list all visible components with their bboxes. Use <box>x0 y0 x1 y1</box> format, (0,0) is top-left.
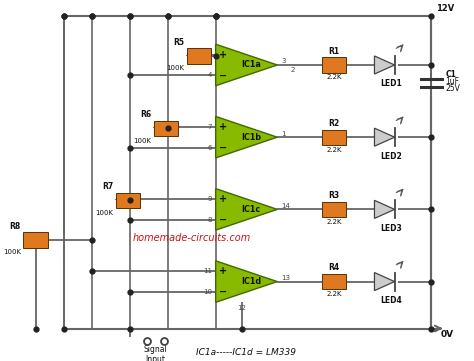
Text: 100K: 100K <box>133 138 151 144</box>
Text: 14: 14 <box>281 203 290 209</box>
Text: IC1b: IC1b <box>241 133 261 142</box>
Bar <box>322 274 346 289</box>
Text: 2.2K: 2.2K <box>327 219 342 225</box>
Bar <box>187 48 211 64</box>
Text: −: − <box>219 143 228 153</box>
Text: +: + <box>219 49 228 60</box>
Text: −: − <box>219 287 228 297</box>
Text: R7: R7 <box>102 182 113 191</box>
Text: 8: 8 <box>208 217 212 223</box>
Text: 0V: 0V <box>441 330 454 339</box>
Polygon shape <box>374 128 394 146</box>
Bar <box>322 57 346 73</box>
Text: IC1d: IC1d <box>241 277 261 286</box>
Bar <box>322 130 346 145</box>
Text: 11: 11 <box>203 268 212 274</box>
Text: 100K: 100K <box>166 65 184 71</box>
Text: IC1a-----IC1d = LM339: IC1a-----IC1d = LM339 <box>197 348 296 357</box>
Polygon shape <box>216 116 277 158</box>
Polygon shape <box>374 273 394 291</box>
Polygon shape <box>216 44 277 86</box>
Text: 4: 4 <box>208 72 212 78</box>
Text: 10: 10 <box>203 289 212 295</box>
Text: R6: R6 <box>140 110 151 119</box>
Text: LED2: LED2 <box>380 152 402 161</box>
Text: R4: R4 <box>328 263 340 272</box>
Text: +: + <box>219 194 228 204</box>
Text: 2.2K: 2.2K <box>327 291 342 297</box>
Text: homemade-circuits.com: homemade-circuits.com <box>133 233 251 243</box>
Text: 7: 7 <box>208 124 212 130</box>
Text: 1uF: 1uF <box>446 77 460 86</box>
Text: IC1c: IC1c <box>242 205 261 214</box>
Text: 100K: 100K <box>3 249 21 256</box>
Polygon shape <box>374 200 394 218</box>
Text: 3: 3 <box>281 58 285 64</box>
Text: 5: 5 <box>208 52 212 58</box>
Text: +9V to
12V: +9V to 12V <box>436 0 468 13</box>
Text: −: − <box>219 70 228 81</box>
Text: 9: 9 <box>208 196 212 202</box>
Text: Signal
Input: Signal Input <box>143 345 167 361</box>
Text: 2.2K: 2.2K <box>327 74 342 81</box>
Text: 1: 1 <box>281 131 285 136</box>
Text: 25V: 25V <box>446 84 460 93</box>
Text: R3: R3 <box>328 191 340 200</box>
Text: +: + <box>219 266 228 276</box>
Bar <box>322 202 346 217</box>
Bar <box>154 121 178 136</box>
Text: R5: R5 <box>173 38 184 47</box>
Text: 13: 13 <box>281 275 290 281</box>
Polygon shape <box>216 188 277 230</box>
Text: 2.2K: 2.2K <box>327 147 342 153</box>
Polygon shape <box>374 56 394 74</box>
Text: R8: R8 <box>9 222 21 231</box>
Polygon shape <box>216 261 277 303</box>
Text: LED1: LED1 <box>380 79 402 88</box>
Text: 6: 6 <box>208 144 212 151</box>
Text: IC1a: IC1a <box>241 61 261 69</box>
Text: 100K: 100K <box>95 210 113 216</box>
Text: R2: R2 <box>328 119 340 128</box>
Text: 12: 12 <box>237 305 246 311</box>
Text: −: − <box>219 215 228 225</box>
Text: R1: R1 <box>328 47 340 56</box>
Bar <box>23 232 48 248</box>
Text: +: + <box>219 122 228 132</box>
Bar <box>116 193 140 208</box>
Text: LED4: LED4 <box>380 296 402 305</box>
Text: C1: C1 <box>446 70 456 78</box>
Text: LED3: LED3 <box>380 224 402 233</box>
Text: 2: 2 <box>291 68 295 73</box>
